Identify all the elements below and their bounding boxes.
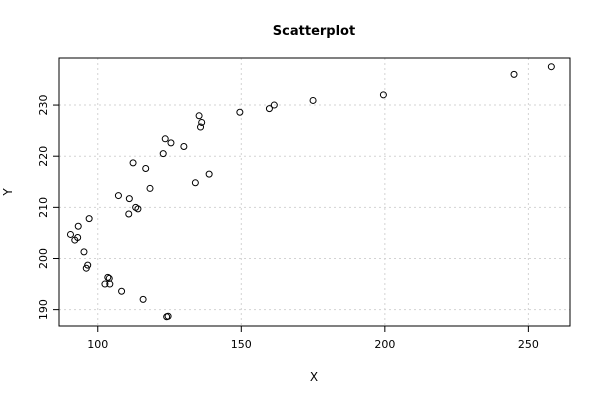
data-point bbox=[85, 215, 93, 223]
data-point bbox=[205, 170, 213, 178]
data-point bbox=[198, 118, 206, 126]
x-axis-label: X bbox=[310, 370, 318, 384]
data-point bbox=[167, 139, 175, 147]
y-tick-label: 230 bbox=[37, 95, 50, 116]
y-tick-label: 190 bbox=[37, 299, 50, 320]
x-tick-label: 200 bbox=[374, 338, 395, 351]
data-point bbox=[191, 179, 199, 187]
x-tick-label: 100 bbox=[87, 338, 108, 351]
data-point bbox=[134, 205, 142, 213]
data-point bbox=[164, 312, 172, 320]
chart-title: Scatterplot bbox=[273, 24, 355, 39]
data-point bbox=[101, 280, 109, 288]
data-point bbox=[84, 261, 92, 269]
data-point bbox=[74, 222, 82, 230]
data-point bbox=[547, 63, 555, 71]
data-point bbox=[66, 230, 74, 238]
data-point bbox=[139, 295, 147, 303]
data-point bbox=[236, 108, 244, 116]
plot-frame bbox=[58, 57, 571, 327]
data-point bbox=[104, 273, 112, 281]
data-point bbox=[118, 287, 126, 295]
x-tick-label: 250 bbox=[518, 338, 539, 351]
data-point bbox=[180, 142, 188, 150]
y-tick-label: 210 bbox=[37, 197, 50, 218]
data-point bbox=[265, 105, 273, 113]
y-tick-label: 220 bbox=[37, 146, 50, 167]
data-point bbox=[159, 150, 167, 158]
data-point bbox=[80, 248, 88, 256]
axis-ticks: 100 150 200 250 190 200 210 220 230 bbox=[37, 95, 539, 351]
data-point bbox=[74, 234, 82, 242]
data-point bbox=[197, 123, 205, 131]
data-point bbox=[195, 112, 203, 120]
data-point bbox=[129, 159, 137, 167]
grid-lines bbox=[59, 58, 570, 326]
x-tick-label: 150 bbox=[231, 338, 252, 351]
data-point bbox=[125, 195, 133, 203]
y-axis-label: Y bbox=[1, 188, 15, 197]
data-point bbox=[114, 192, 122, 200]
data-point bbox=[379, 91, 387, 99]
data-point bbox=[161, 135, 169, 143]
data-point bbox=[309, 96, 317, 104]
data-points bbox=[66, 63, 555, 321]
data-point bbox=[270, 101, 278, 109]
data-point bbox=[146, 184, 154, 192]
data-point bbox=[125, 210, 133, 218]
data-point bbox=[510, 70, 518, 78]
data-point bbox=[106, 280, 114, 288]
data-point bbox=[142, 164, 150, 172]
y-tick-label: 200 bbox=[37, 248, 50, 269]
